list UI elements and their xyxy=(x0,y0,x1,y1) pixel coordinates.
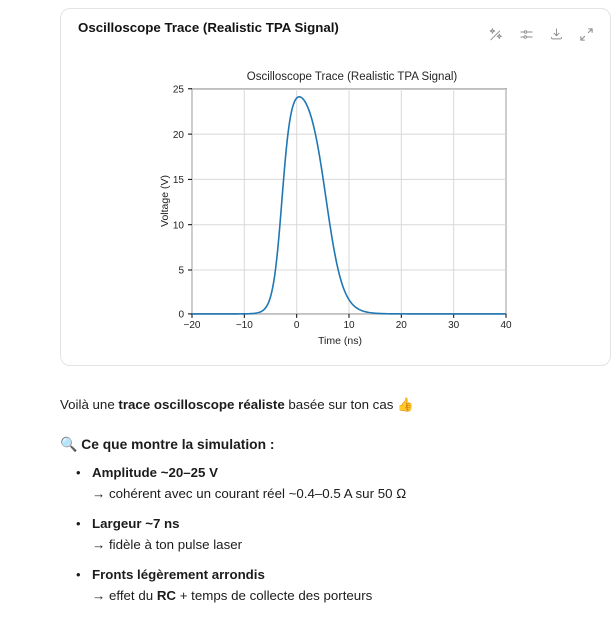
svg-text:30: 30 xyxy=(448,320,460,331)
svg-text:10: 10 xyxy=(173,220,185,231)
svg-text:0: 0 xyxy=(178,310,184,321)
svg-text:Oscilloscope Trace (Realistic: Oscilloscope Trace (Realistic TPA Signal… xyxy=(247,71,458,83)
svg-text:40: 40 xyxy=(500,320,512,331)
svg-text:−10: −10 xyxy=(236,320,253,331)
svg-text:25: 25 xyxy=(173,85,185,96)
svg-text:−20: −20 xyxy=(184,320,201,331)
svg-text:Voltage (V): Voltage (V) xyxy=(159,175,171,227)
svg-text:15: 15 xyxy=(173,175,185,186)
svg-text:5: 5 xyxy=(178,266,184,277)
svg-text:20: 20 xyxy=(173,130,185,141)
svg-text:0: 0 xyxy=(294,320,300,331)
svg-text:10: 10 xyxy=(343,320,355,331)
svg-text:20: 20 xyxy=(396,320,408,331)
svg-text:Time (ns): Time (ns) xyxy=(318,335,362,347)
